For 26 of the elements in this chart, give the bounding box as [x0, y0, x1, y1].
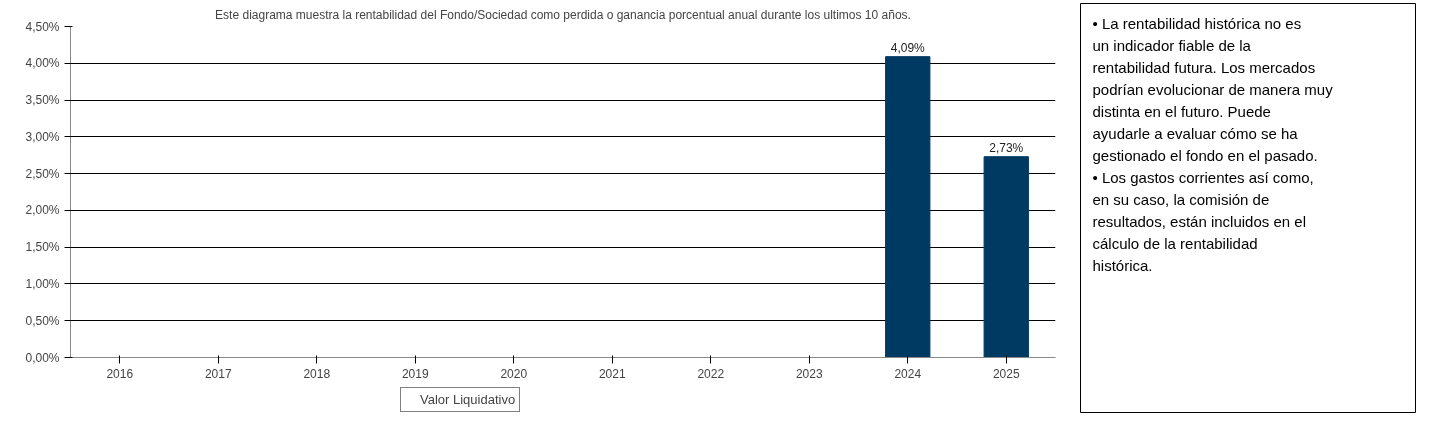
- y-tick-label: 0,50%: [25, 313, 60, 328]
- data-label: 2,73%: [989, 140, 1024, 155]
- x-tick-label: 2018: [303, 366, 331, 381]
- x-tick-label: 2016: [106, 366, 134, 381]
- x-tick-label: 2023: [795, 366, 823, 381]
- y-tick-label: 0,00%: [25, 350, 60, 365]
- y-tick-label: 4,00%: [25, 56, 60, 71]
- y-tick-label: 1,00%: [25, 276, 60, 291]
- y-tick-label: 4,50%: [25, 19, 60, 34]
- x-tick-label: 2019: [401, 366, 429, 381]
- chart-title: Este diagrama muestra la rentabilidad del Fondo/Sociedad como perdida o ganancia porcentual anual durante los ultimos 10 años.: [215, 7, 911, 22]
- y-tick-label: 3,50%: [25, 93, 60, 108]
- x-tick-label: 2024: [894, 366, 922, 381]
- text: Valor Liquidativo: [420, 392, 516, 407]
- x-tick-label: 2025: [992, 366, 1020, 381]
- x-tick-label: 2017: [204, 366, 232, 381]
- data-label: 4,09%: [890, 40, 926, 55]
- y-tick-label: 3,00%: [25, 129, 60, 144]
- x-tick-label: 2021: [598, 366, 626, 381]
- text: • Los gastos corrientes así como, en su caso, la comisión de resultados, están incluidos en el cálculo de la rentabilidad histórica.: [1092, 168, 1314, 274]
- text: • La rentabilidad histórica no es un indicador fiable de la rentabilidad futura. Los mercados podrían evolucionar de manera muy distinta en el futuro. Puede ayudarle a evaluar cómo se ha gestionado el fondo en el pasado.: [1092, 14, 1334, 164]
- y-tick-label: 1,50%: [25, 240, 60, 255]
- y-tick-label: 2,50%: [25, 166, 60, 181]
- y-tick-label: 2,00%: [25, 203, 60, 218]
- x-tick-label: 2020: [500, 366, 528, 381]
- x-tick-label: 2022: [697, 366, 725, 381]
